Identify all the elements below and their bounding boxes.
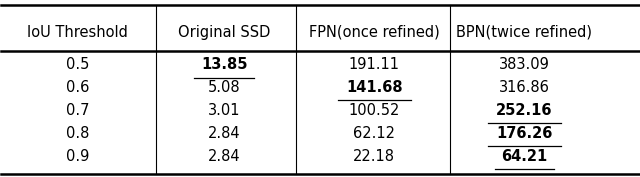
Text: 3.01: 3.01 bbox=[208, 103, 241, 118]
Text: 0.7: 0.7 bbox=[65, 103, 89, 118]
Text: 62.12: 62.12 bbox=[353, 126, 396, 141]
Text: 13.85: 13.85 bbox=[201, 57, 248, 72]
Text: 316.86: 316.86 bbox=[499, 80, 550, 95]
Text: 0.8: 0.8 bbox=[66, 126, 89, 141]
Text: 383.09: 383.09 bbox=[499, 57, 550, 72]
Text: IoU Threshold: IoU Threshold bbox=[27, 25, 128, 40]
Text: 191.11: 191.11 bbox=[349, 57, 400, 72]
Text: 100.52: 100.52 bbox=[349, 103, 400, 118]
Text: 0.6: 0.6 bbox=[66, 80, 89, 95]
Text: 2.84: 2.84 bbox=[208, 126, 241, 141]
Text: Original SSD: Original SSD bbox=[178, 25, 270, 40]
Text: 64.21: 64.21 bbox=[501, 149, 547, 164]
Text: 141.68: 141.68 bbox=[346, 80, 403, 95]
Text: 0.5: 0.5 bbox=[66, 57, 89, 72]
Text: BPN(twice refined): BPN(twice refined) bbox=[456, 25, 593, 40]
Text: 2.84: 2.84 bbox=[208, 149, 241, 164]
Text: 0.9: 0.9 bbox=[66, 149, 89, 164]
Text: FPN(once refined): FPN(once refined) bbox=[309, 25, 440, 40]
Text: 5.08: 5.08 bbox=[208, 80, 241, 95]
Text: 252.16: 252.16 bbox=[496, 103, 552, 118]
Text: 176.26: 176.26 bbox=[496, 126, 552, 141]
Text: 22.18: 22.18 bbox=[353, 149, 396, 164]
